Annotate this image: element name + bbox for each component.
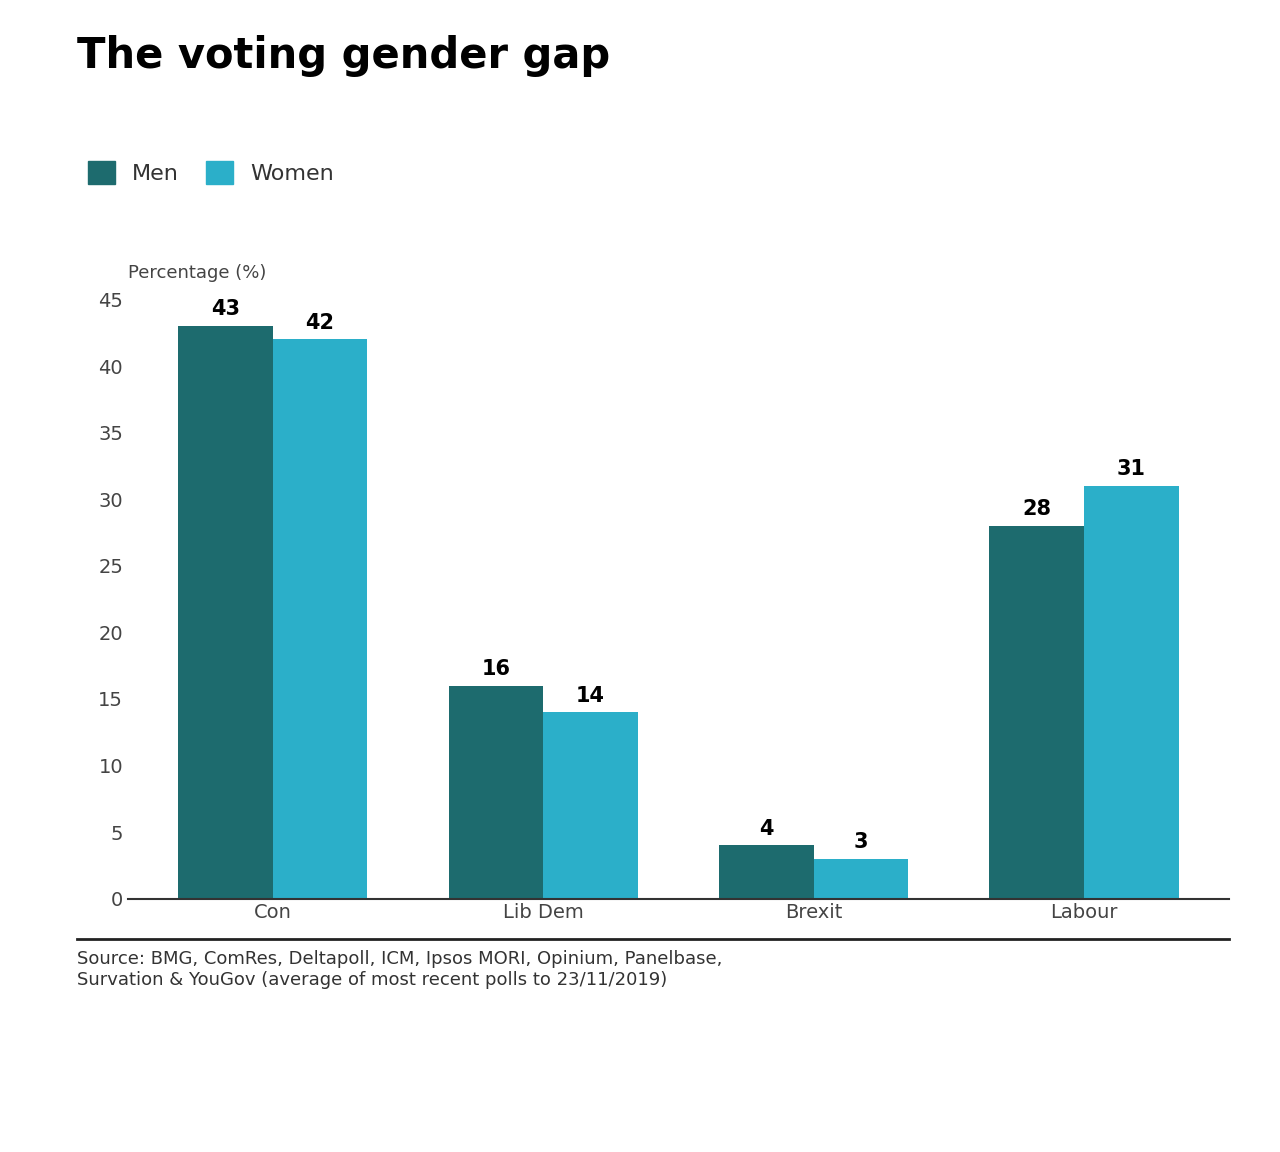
Text: 14: 14 (576, 685, 605, 705)
Bar (448, 685, 543, 899)
Bar (178, 326, 273, 899)
Bar (719, 846, 814, 899)
Text: 31: 31 (1117, 460, 1146, 479)
Text: 3: 3 (854, 832, 868, 852)
Bar (814, 858, 909, 899)
Bar (543, 712, 637, 899)
Text: 28: 28 (1023, 499, 1051, 520)
Legend: Men, Women: Men, Women (88, 161, 334, 184)
Bar (1084, 486, 1179, 899)
Bar (273, 340, 367, 899)
Text: The voting gender gap: The voting gender gap (77, 35, 611, 76)
Bar (989, 525, 1084, 899)
Text: 16: 16 (481, 659, 511, 679)
Text: Percentage (%): Percentage (%) (128, 264, 266, 282)
Text: 42: 42 (306, 313, 334, 333)
Text: 43: 43 (211, 300, 239, 319)
Text: BBC: BBC (1129, 990, 1175, 1009)
Text: Source: BMG, ComRes, Deltapoll, ICM, Ipsos MORI, Opinium, Panelbase,
Survation &: Source: BMG, ComRes, Deltapoll, ICM, Ips… (77, 950, 722, 990)
Text: 4: 4 (759, 819, 773, 839)
